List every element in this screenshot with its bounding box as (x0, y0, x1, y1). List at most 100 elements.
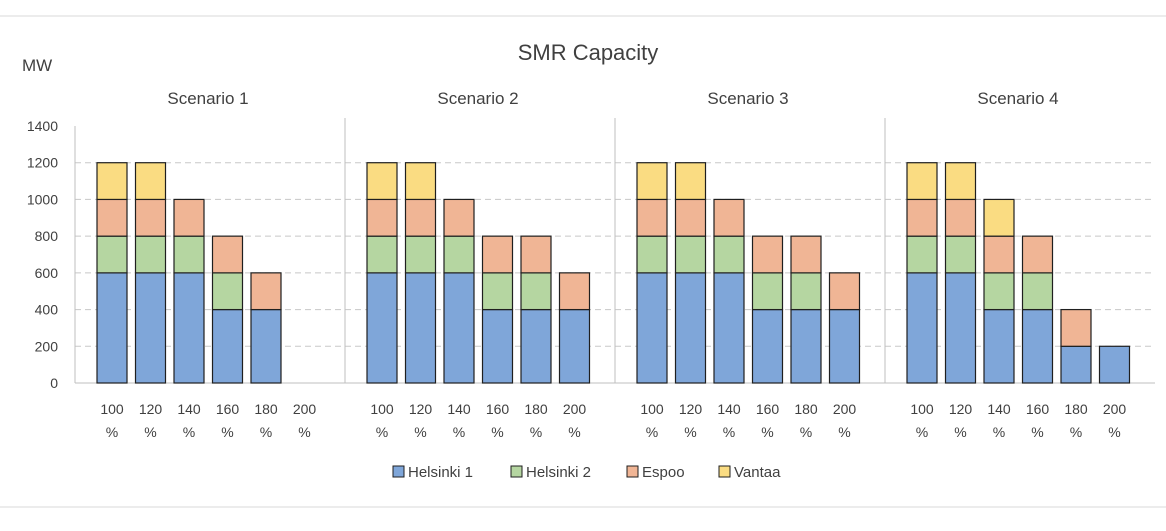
bar-segment (1098, 345, 1131, 384)
bar-segment (443, 272, 475, 384)
x-tick-label: 100 (370, 401, 394, 417)
y-tick-label: 800 (35, 228, 59, 244)
y-axis-label: MW (22, 56, 52, 75)
panel-scenario-1: Scenario 1 100% 120% 140% 160% 180% 200% (96, 89, 316, 440)
x-tick-label: 180 (524, 401, 548, 417)
x-tick-label: 200 (1103, 401, 1127, 417)
x-tick-label: % (106, 424, 118, 440)
x-tick-label: 120 (679, 401, 703, 417)
x-tick-label: % (838, 424, 850, 440)
x-tick-label: % (1070, 424, 1082, 440)
legend: Helsinki 1 Helsinki 2 Espoo Vantaa (392, 464, 781, 481)
bar-segment (211, 308, 244, 384)
bar-segment (751, 272, 784, 311)
bar-segment (674, 272, 707, 384)
bar-segment (674, 162, 707, 201)
bar-segment (404, 198, 437, 237)
bar-segment (944, 198, 977, 237)
chart-title: SMR Capacity (518, 40, 659, 65)
y-tick-label: 1200 (27, 155, 58, 171)
bar-segment (366, 272, 398, 384)
bar-segment (1021, 272, 1054, 311)
x-tick-label: % (684, 424, 696, 440)
scenario-panels: Scenario 1100%120%140%160%180%200%Scenar… (96, 89, 1131, 440)
bar-segment (790, 308, 822, 384)
bar-segment (481, 235, 514, 274)
bar-segment (906, 198, 938, 237)
x-tick-label: 100 (910, 401, 934, 417)
bar-segment (211, 272, 244, 311)
bar-segment (134, 235, 167, 274)
bar-segment (713, 272, 745, 384)
panel-scenario-3: Scenario 3 100% 120% 140% 160% 180% 200% (636, 89, 861, 440)
x-tick-label: 120 (139, 401, 163, 417)
bar-segment (790, 235, 822, 274)
x-tick-label: 140 (717, 401, 741, 417)
legend-swatch (718, 465, 731, 478)
bar-segment (636, 198, 668, 237)
bar-segment (558, 272, 591, 311)
bar-segment (96, 198, 128, 237)
bar-segment (674, 235, 707, 274)
bar-segment (250, 308, 282, 384)
legend-swatch (510, 465, 523, 478)
x-tick-label: 140 (177, 401, 201, 417)
x-tick-label: % (453, 424, 465, 440)
legend-item: Espoo (626, 464, 685, 481)
x-tick-label: % (761, 424, 773, 440)
x-tick-label: % (954, 424, 966, 440)
x-tick-label: % (298, 424, 310, 440)
x-tick-label: 140 (447, 401, 471, 417)
bar-segment (520, 235, 552, 274)
x-tick-label: 160 (486, 401, 510, 417)
x-tick-label: 200 (833, 401, 857, 417)
bar-segment (134, 198, 167, 237)
bar-segment (481, 308, 514, 384)
bar-segment (134, 272, 167, 384)
bar-segment (713, 198, 745, 237)
bar-segment (1060, 308, 1092, 347)
x-tick-label: 120 (409, 401, 433, 417)
bar-segment (96, 162, 128, 201)
x-tick-label: % (530, 424, 542, 440)
bar-segment (443, 235, 475, 274)
panel-title: Scenario 2 (437, 89, 518, 108)
bar-segment (751, 308, 784, 384)
y-tick-labels: 0 200 400 600 800 1000 1200 1400 (27, 118, 58, 391)
bar-segment (636, 162, 668, 201)
bar-segment (173, 272, 205, 384)
x-tick-label: % (376, 424, 388, 440)
bar-segment (983, 272, 1015, 311)
bar-segment (944, 272, 977, 384)
bar-segment (481, 272, 514, 311)
x-tick-label: 180 (254, 401, 278, 417)
bar-segment (906, 162, 938, 201)
x-tick-label: % (646, 424, 658, 440)
bar-segment (404, 235, 437, 274)
x-tick-label: % (568, 424, 580, 440)
x-tick-label: 160 (216, 401, 240, 417)
x-tick-label: % (800, 424, 812, 440)
x-tick-label: % (916, 424, 928, 440)
y-tick-label: 400 (35, 302, 59, 318)
bar-segment (713, 235, 745, 274)
bar-segment (636, 272, 668, 384)
x-tick-label: % (183, 424, 195, 440)
bar-segment (751, 235, 784, 274)
x-tick-label: 160 (1026, 401, 1050, 417)
bar-segment (944, 162, 977, 201)
panel-title: Scenario 4 (977, 89, 1058, 108)
panel-scenario-2: Scenario 2 100% 120% 140% 160% 180% 200% (366, 89, 591, 440)
bar-segment (443, 198, 475, 237)
bar-segment (983, 198, 1015, 237)
x-tick-label: % (723, 424, 735, 440)
bar-segment (366, 198, 398, 237)
y-tick-label: 200 (35, 338, 59, 354)
x-tick-label: % (993, 424, 1005, 440)
legend-swatch (626, 465, 639, 478)
x-tick-label: % (260, 424, 272, 440)
panel-scenario-4: Scenario 4 100% 120% 140% 160% 180% 200% (906, 89, 1131, 440)
legend-label: Helsinki 2 (526, 464, 591, 481)
legend-item: Helsinki 1 (392, 464, 473, 481)
